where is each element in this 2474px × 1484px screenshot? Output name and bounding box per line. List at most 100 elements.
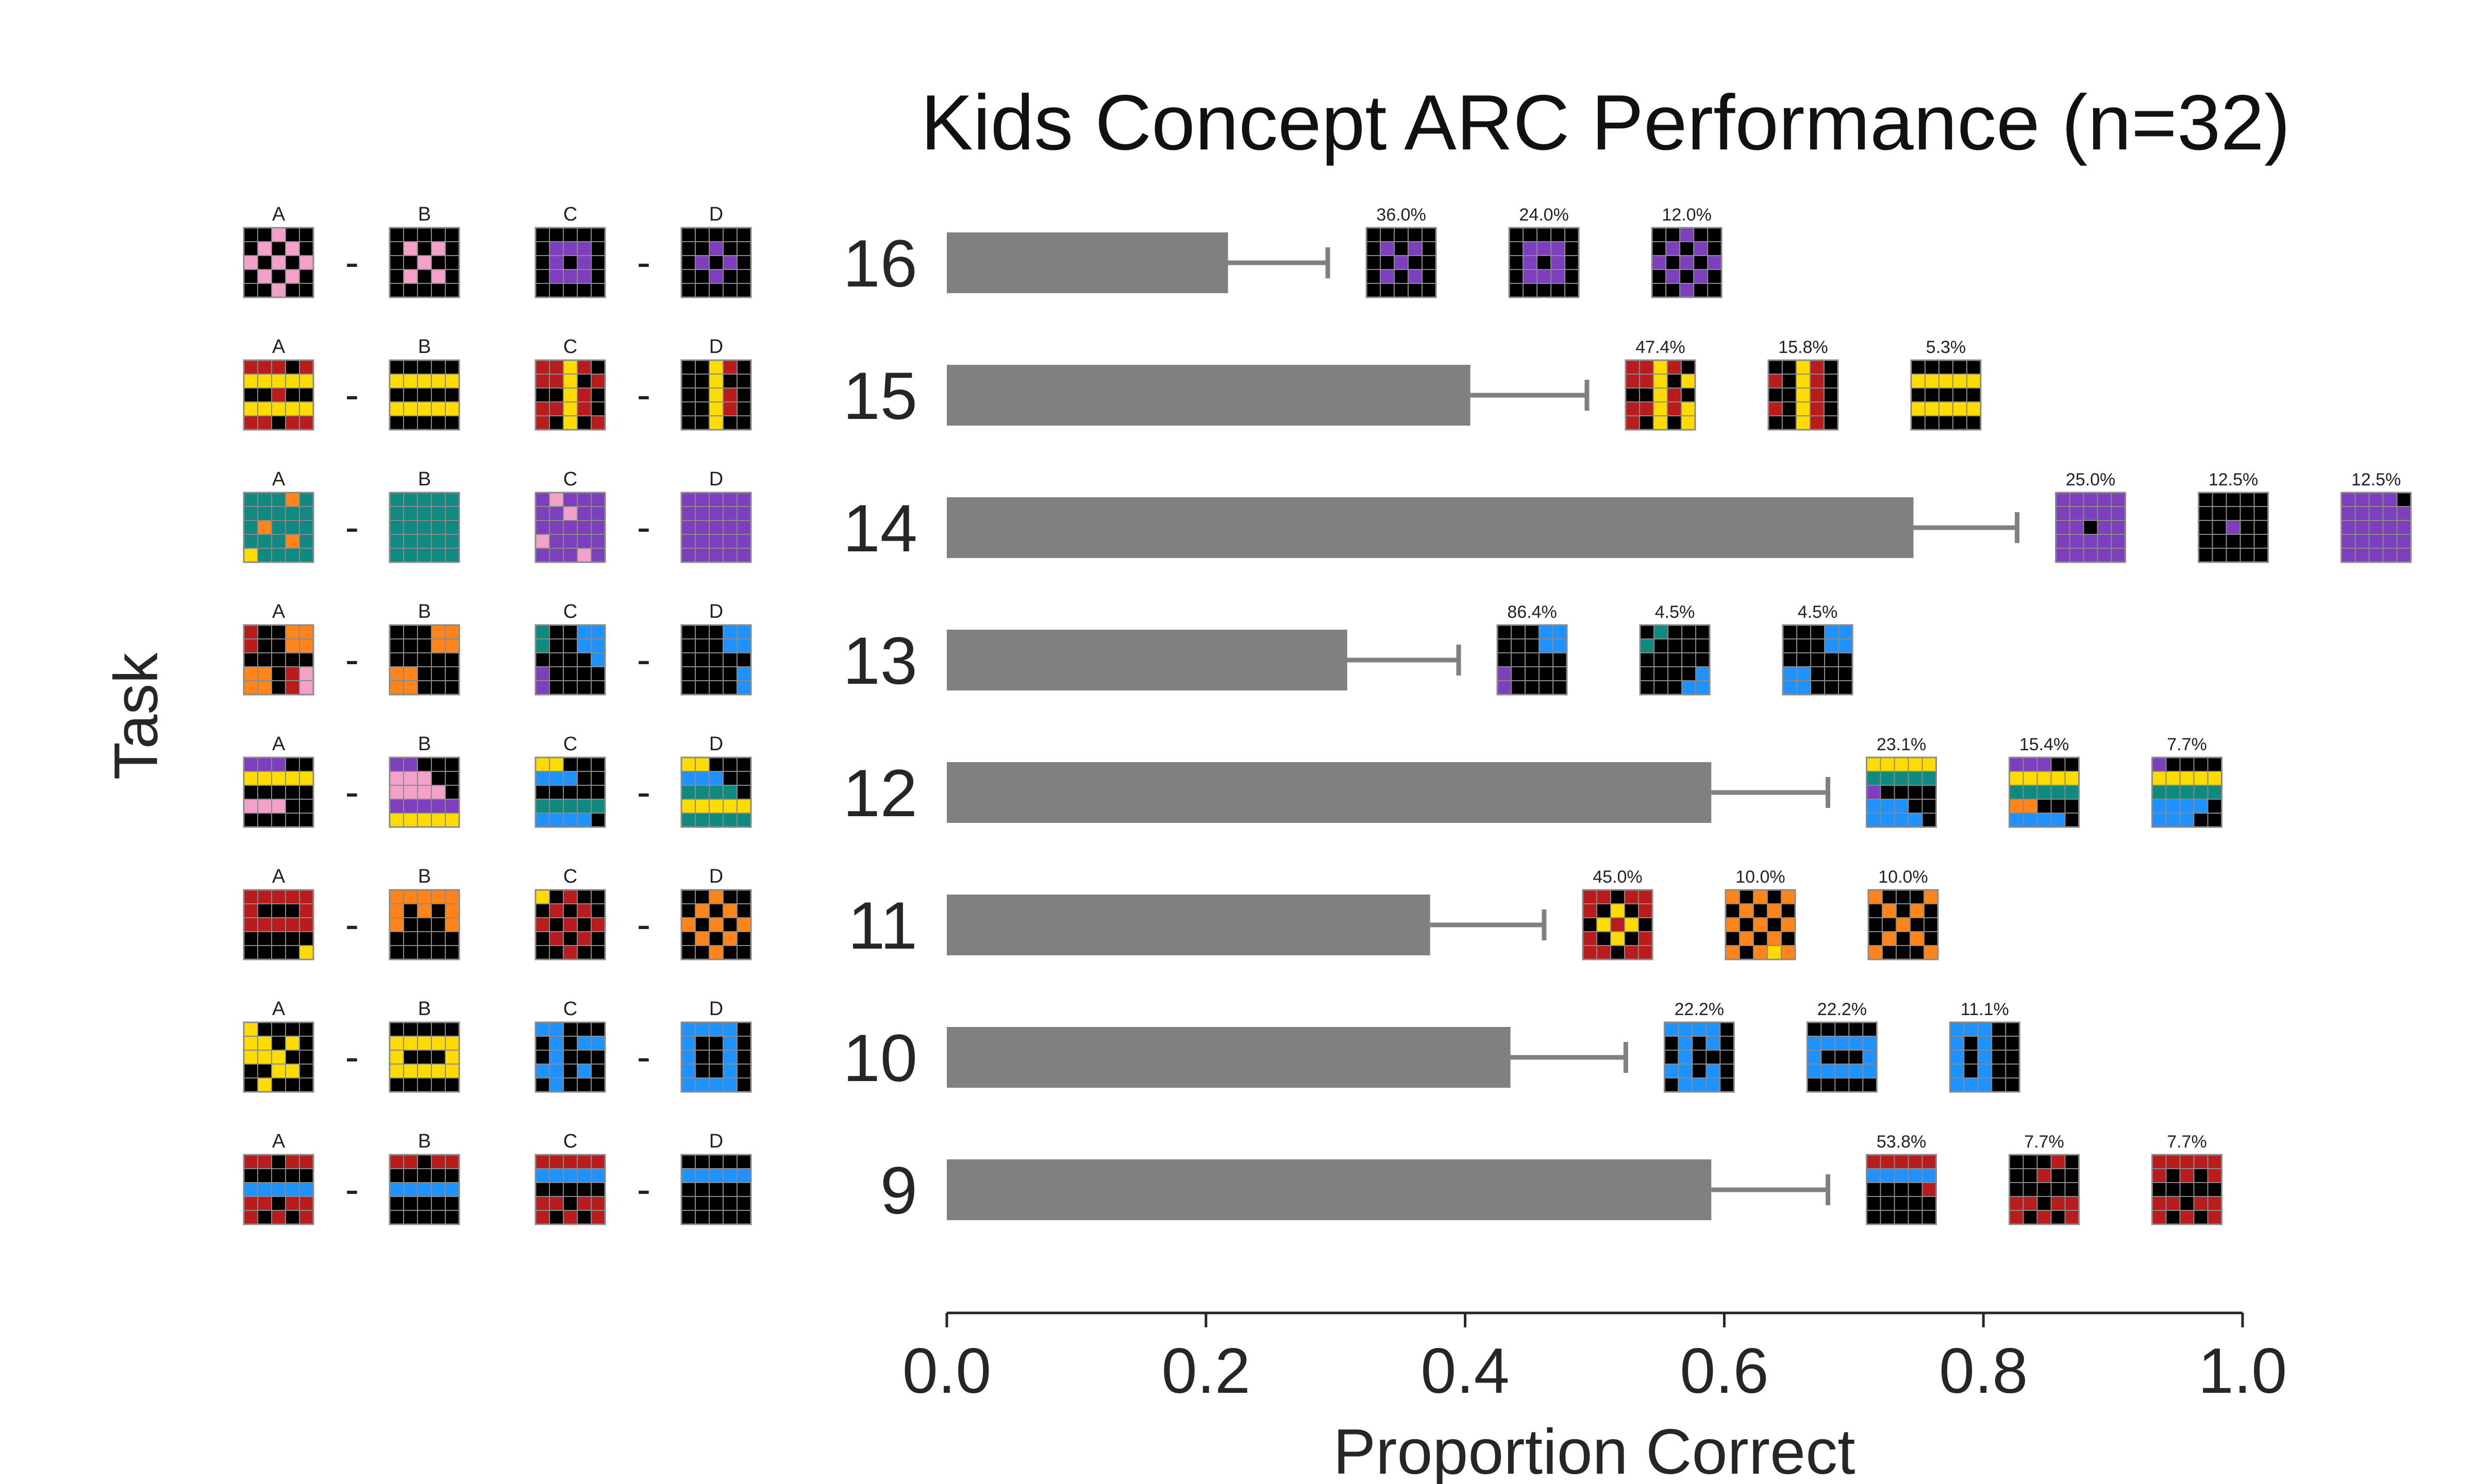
grid-cell	[1610, 889, 1625, 904]
response-grid	[1582, 889, 1653, 960]
x-tick-label: 0.2	[1162, 1336, 1250, 1407]
grid-cell	[1921, 1196, 1937, 1211]
grid-border	[1725, 889, 1796, 960]
example-grid-D	[680, 492, 752, 563]
grid-cell	[1680, 415, 1696, 430]
grid-cell	[695, 945, 710, 960]
grid-cell	[417, 1154, 432, 1169]
grid-cell	[1610, 945, 1625, 960]
grid-border	[534, 756, 606, 828]
grid-cell	[445, 757, 460, 772]
grid-cell	[723, 227, 738, 242]
grid-cell	[1894, 785, 1909, 800]
grid-cell	[2064, 1210, 2080, 1225]
grid-cell	[285, 652, 300, 667]
grid-cell	[1949, 1022, 1965, 1037]
grid-cell	[591, 283, 606, 298]
grid-cell	[1923, 903, 1938, 918]
grid-cell	[2207, 813, 2222, 828]
response-grid	[2009, 1154, 2080, 1225]
grid-cell	[1866, 1196, 1881, 1211]
grid-cell	[737, 1168, 751, 1183]
grid-cell	[695, 360, 710, 375]
grid-cell	[389, 638, 404, 653]
grid-cell	[1539, 680, 1554, 695]
grid-cell	[243, 1050, 258, 1065]
grid-cell	[709, 269, 724, 284]
grid-cell	[591, 1196, 606, 1211]
grid-cell	[1653, 625, 1669, 639]
grid-cell	[2253, 492, 2269, 507]
grid-cell	[723, 1210, 738, 1225]
grid-cell	[2097, 506, 2112, 521]
response-percent-label: 12.0%	[1662, 205, 1711, 225]
example-label-C: C	[563, 733, 577, 755]
grid-cell	[1640, 652, 1655, 667]
grid-cell	[577, 638, 592, 653]
grid-cell	[1977, 1036, 1993, 1051]
grid-cell	[285, 255, 300, 270]
grid-cell	[681, 917, 696, 932]
grid-cell	[1924, 387, 1940, 402]
grid-cell	[681, 652, 696, 667]
grid-cell	[285, 1168, 300, 1183]
grid-cell	[2009, 813, 2024, 828]
grid-cell	[389, 917, 404, 932]
grid-cell	[2179, 813, 2195, 828]
grid-cell	[1497, 625, 1512, 639]
grid-border	[1866, 1154, 1937, 1225]
grid-cell	[1810, 666, 1826, 681]
grid-cell	[723, 1168, 738, 1183]
x-tick-label: 1.0	[2198, 1336, 2287, 1407]
grid-cell	[737, 241, 751, 256]
grid-cell	[577, 1077, 592, 1092]
grid-cell	[257, 1022, 272, 1037]
grid-cell	[299, 917, 314, 932]
grid-cell	[243, 548, 258, 563]
grid-cell	[1782, 680, 1798, 695]
grid-border	[1910, 359, 1982, 431]
grid-cell	[1596, 889, 1611, 904]
example-label-D: D	[709, 336, 723, 358]
grid-cell	[2341, 534, 2356, 549]
grid-border	[2009, 1154, 2080, 1225]
grid-cell	[1665, 255, 1681, 270]
grid-cell	[257, 799, 272, 814]
grid-cell	[1880, 813, 1895, 828]
example-label-D: D	[709, 733, 723, 755]
grid-cell	[2198, 548, 2213, 563]
grid-cell	[709, 1064, 724, 1078]
grid-cell	[737, 799, 751, 814]
grid-cell	[1894, 1196, 1909, 1211]
grid-cell	[1908, 1168, 1923, 1183]
response-grid	[2009, 756, 2080, 828]
grid-cell	[1766, 945, 1782, 960]
grid-cell	[535, 548, 550, 563]
grid-cell	[1894, 1154, 1909, 1169]
task-row-9: A B C D- -953.8% 7.7% 7.7%	[243, 1131, 2223, 1228]
grid-cell	[403, 1182, 418, 1197]
grid-cell	[431, 241, 446, 256]
grid-cell	[737, 917, 751, 932]
grid-cell	[271, 1022, 286, 1037]
example-label-C: C	[563, 204, 577, 225]
grid-cell	[591, 241, 606, 256]
grid-cell	[549, 625, 564, 639]
grid-cell	[1681, 652, 1697, 667]
grid-cell	[1824, 666, 1840, 681]
grid-cell	[1824, 625, 1840, 639]
grid-cell	[1782, 666, 1798, 681]
grid-cell	[577, 799, 592, 814]
grid-cell	[1422, 255, 1437, 270]
grid-cell	[2050, 1196, 2066, 1211]
grid-cell	[723, 506, 738, 521]
grid-cell	[299, 931, 314, 946]
example-grid-C	[534, 1021, 606, 1093]
grid-cell	[1739, 931, 1754, 946]
grid-cell	[243, 241, 258, 256]
example-label-D: D	[709, 866, 723, 887]
grid-cell	[445, 785, 460, 800]
grid-cell	[403, 638, 418, 653]
grid-cell	[1909, 917, 1925, 932]
grid-cell	[417, 492, 432, 507]
